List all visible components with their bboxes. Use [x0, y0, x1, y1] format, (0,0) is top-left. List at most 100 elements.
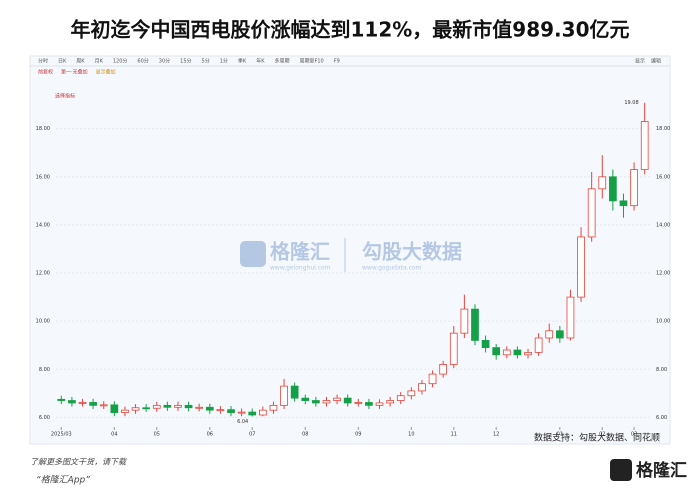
candle-body	[237, 411, 246, 414]
toolbar-item: 15分	[180, 58, 191, 65]
toolbar-item: 季K	[238, 58, 247, 65]
title: 年初迄今中国西电股价涨幅达到112%，最新市值989.30亿元	[71, 18, 630, 42]
toolbar-item: 5分	[202, 58, 210, 65]
candle-body	[152, 404, 161, 409]
candle-body	[460, 308, 469, 334]
candle-body	[619, 200, 628, 207]
y-tick-label: 10.00	[36, 319, 50, 325]
x-tick-label: 08	[302, 432, 308, 438]
y-tick-label: 16.00	[36, 174, 50, 180]
toolbar-item: 显示	[635, 59, 645, 65]
candle-body	[269, 404, 278, 411]
y-tick-label: 10.00	[656, 319, 670, 325]
min-label: 6.04	[237, 419, 248, 425]
candle-body	[110, 404, 119, 413]
candle-body	[396, 395, 405, 401]
candle-body	[142, 407, 151, 410]
candle-body	[375, 402, 384, 406]
candle-body	[428, 373, 437, 385]
candle-body	[587, 188, 596, 238]
y-tick-label: 16.00	[656, 174, 670, 180]
toolbar-item: 60分	[137, 58, 148, 65]
candle-body	[545, 330, 554, 339]
subbar-item: 前复权	[38, 69, 53, 76]
x-tick-label: 09	[355, 432, 361, 438]
candle-body	[290, 385, 299, 399]
toolbar-item: 日K	[58, 59, 67, 65]
candle-body	[174, 404, 182, 408]
toolbar-item: 周K	[76, 59, 85, 65]
watermark-url: www.gogudata.com	[362, 265, 422, 272]
x-tick-label: 04	[111, 432, 117, 438]
y-tick-label: 12.00	[656, 271, 670, 277]
watermark: 格隆汇 www.gelonghui.com 勾股大数据 www.gogudata…	[240, 238, 462, 272]
candle-body	[386, 400, 394, 404]
y-tick-label: 8.00	[656, 367, 667, 373]
subbar-item: 显示叠加	[96, 69, 116, 76]
y-tick-label: 8.00	[39, 367, 50, 373]
candle-body	[471, 308, 479, 341]
candle-body	[312, 400, 320, 404]
candle-body	[216, 409, 225, 412]
source: 数据支持：勾股大数据、同花顺	[534, 432, 660, 444]
y-tick-label: 12.00	[36, 271, 50, 277]
toolbar-item: 年K	[256, 58, 265, 65]
x-tick-label: 2025/03	[51, 432, 72, 438]
candle-body	[598, 176, 607, 190]
candle-body	[566, 296, 575, 339]
candle-body	[481, 339, 490, 349]
candle-body	[227, 409, 235, 413]
candle-body	[555, 330, 564, 339]
candle-body	[630, 169, 638, 207]
candle-body	[577, 236, 585, 298]
subbar-item: 第一·无叠加	[61, 69, 88, 76]
candle-body	[78, 402, 87, 404]
candle-body	[502, 349, 511, 356]
toolbar-item: 30分	[159, 58, 170, 65]
candle-body	[322, 400, 331, 404]
toolbar-item: F9	[334, 59, 340, 65]
toolbar-item: 120分	[113, 58, 128, 65]
candle-body	[89, 402, 97, 406]
watermark-url: www.gelonghui.com	[270, 265, 331, 272]
toolbar-item: 多周期	[274, 58, 289, 65]
x-tick-label: 12	[493, 432, 499, 438]
candle-body	[163, 404, 172, 408]
max-label: 19.08	[624, 100, 638, 106]
candle-body	[609, 176, 617, 202]
footer-text: “格隆汇App”	[36, 475, 90, 486]
candle-body	[184, 404, 193, 409]
y-tick-label: 6.00	[39, 415, 50, 421]
logo-icon	[610, 459, 632, 481]
x-tick-label: 07	[249, 432, 255, 438]
candle-body	[57, 398, 66, 401]
candle-body	[68, 400, 76, 404]
candle-body	[195, 406, 204, 409]
watermark-brand: 勾股大数据	[362, 240, 462, 264]
y-tick-label: 18.00	[656, 126, 670, 132]
y-tick-label: 18.00	[36, 126, 50, 132]
toolbar-item: 1分	[220, 58, 228, 65]
x-tick-label: 02	[599, 432, 605, 438]
candle-body	[99, 404, 108, 407]
candle-body	[131, 407, 140, 411]
indicator: 选择指标	[55, 93, 75, 100]
toolbar-item: 编辑	[651, 58, 661, 65]
x-tick-label: 03	[631, 432, 637, 438]
x-tick-label: 05	[154, 432, 160, 438]
x-tick-label: 11	[451, 432, 457, 438]
candle-body	[301, 397, 310, 401]
toolbar-item: 分时	[38, 58, 48, 65]
candle-body	[492, 347, 501, 356]
x-tick-label: 10	[408, 432, 414, 438]
candle-body	[524, 352, 532, 356]
toolbar-item: 周期复F10	[299, 58, 323, 65]
candle-body	[121, 409, 129, 413]
candle-body	[343, 397, 352, 404]
candle-body	[333, 397, 341, 401]
toolbar-item: 月K	[95, 59, 104, 65]
candle-body	[205, 406, 214, 411]
candle-body	[534, 337, 543, 353]
y-tick-label: 14.00	[656, 222, 670, 228]
